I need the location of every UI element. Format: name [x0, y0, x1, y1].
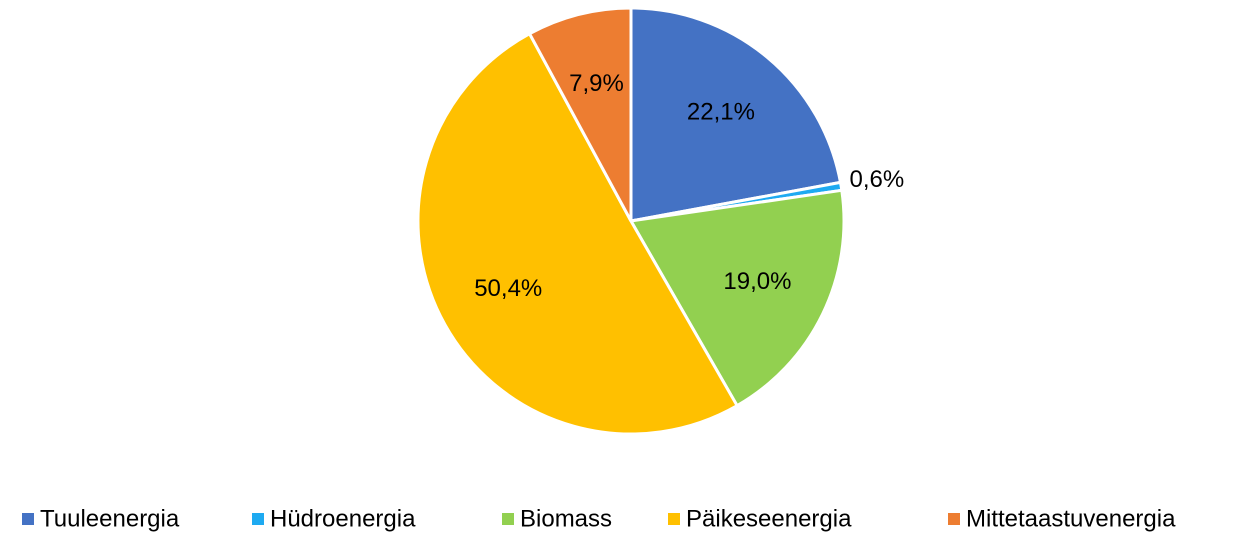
- legend-label: Tuuleenergia: [40, 505, 180, 532]
- legend-label: Biomass: [520, 505, 612, 532]
- legend-marker: [502, 513, 514, 525]
- pie-slice: [629, 6, 843, 223]
- legend-marker: [22, 513, 34, 525]
- legend-label: Mittetaastuvenergia: [966, 505, 1176, 532]
- legend-marker: [668, 513, 680, 525]
- data-label: 50,4%: [474, 275, 542, 302]
- pie-slice: [527, 6, 633, 222]
- data-label: 0,6%: [850, 166, 905, 193]
- legend-label: Päikeseenergia: [686, 505, 852, 532]
- data-label: 22,1%: [687, 98, 755, 125]
- legend-marker: [948, 513, 960, 525]
- legend-label: Hüdroenergia: [270, 505, 416, 532]
- legend-marker: [252, 513, 264, 525]
- data-label: 19,0%: [723, 268, 791, 295]
- pie-slice: [416, 31, 740, 436]
- pie-slice: [628, 188, 846, 408]
- data-label: 7,9%: [569, 70, 624, 97]
